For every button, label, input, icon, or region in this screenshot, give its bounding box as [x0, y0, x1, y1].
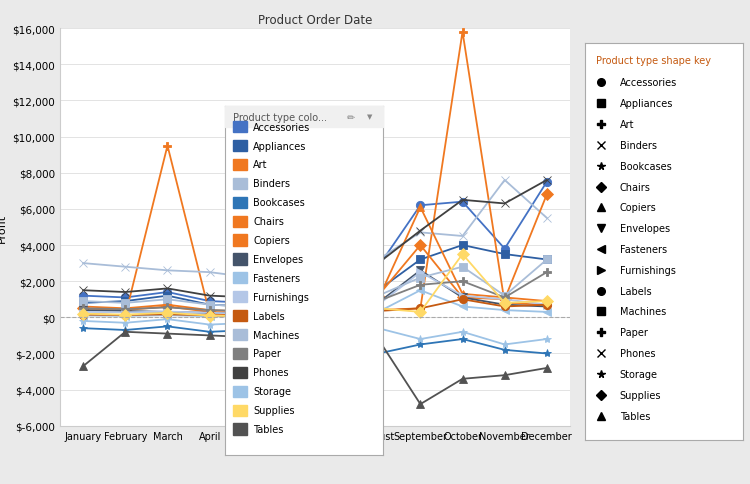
Text: Tables: Tables [620, 411, 650, 421]
Bar [232, 386, 247, 397]
Bar [232, 179, 247, 190]
Text: Accessories: Accessories [254, 122, 310, 133]
Text: Art: Art [620, 120, 634, 130]
Text: Labels: Labels [620, 286, 651, 296]
Bar [232, 272, 247, 284]
Text: Product type shape key: Product type shape key [596, 56, 711, 65]
Text: Phones: Phones [620, 348, 656, 358]
Text: Supplies: Supplies [254, 405, 295, 415]
Bar [232, 122, 247, 133]
Text: Chairs: Chairs [620, 182, 650, 192]
Text: Tables: Tables [254, 424, 284, 434]
Text: Furnishings: Furnishings [254, 292, 309, 302]
Text: Fasteners: Fasteners [254, 273, 301, 283]
Text: ✏: ✏ [346, 112, 355, 122]
Bar [232, 348, 247, 359]
Text: Machines: Machines [620, 307, 666, 317]
Text: Envelopes: Envelopes [620, 224, 670, 234]
Text: Binders: Binders [620, 140, 657, 151]
Bar [232, 291, 247, 302]
Title: Product Order Date: Product Order Date [258, 14, 372, 27]
Bar [232, 197, 247, 209]
Text: Appliances: Appliances [254, 141, 307, 151]
Text: Copiers: Copiers [254, 236, 290, 245]
Text: Supplies: Supplies [620, 390, 662, 400]
Bar [232, 329, 247, 340]
Text: Product type colo...: Product type colo... [232, 112, 327, 122]
Bar [232, 216, 247, 227]
Y-axis label: Profit: Profit [0, 213, 7, 242]
Bar [232, 141, 247, 152]
Bar [232, 367, 247, 378]
Text: Storage: Storage [254, 386, 291, 396]
Text: Accessories: Accessories [620, 78, 677, 88]
Bar [225, 106, 382, 128]
Bar [232, 310, 247, 321]
Text: Fasteners: Fasteners [620, 244, 667, 255]
Bar [232, 424, 247, 435]
Text: Bookcases: Bookcases [254, 198, 305, 208]
Text: Phones: Phones [254, 367, 289, 378]
Text: Bookcases: Bookcases [620, 161, 671, 171]
Bar [232, 235, 247, 246]
Text: Paper: Paper [254, 348, 281, 359]
Text: Appliances: Appliances [620, 99, 673, 109]
Bar [232, 405, 247, 416]
Text: Furnishings: Furnishings [620, 265, 676, 275]
Text: Labels: Labels [254, 311, 285, 321]
Text: Machines: Machines [254, 330, 299, 340]
Text: Chairs: Chairs [254, 217, 284, 227]
Text: ▼: ▼ [367, 114, 372, 121]
Bar [232, 160, 247, 171]
Text: Storage: Storage [620, 369, 658, 379]
Text: Art: Art [254, 160, 268, 170]
Text: Copiers: Copiers [620, 203, 656, 213]
Bar [232, 254, 247, 265]
Text: Binders: Binders [254, 179, 290, 189]
Text: Paper: Paper [620, 328, 647, 337]
Text: Envelopes: Envelopes [254, 255, 304, 264]
